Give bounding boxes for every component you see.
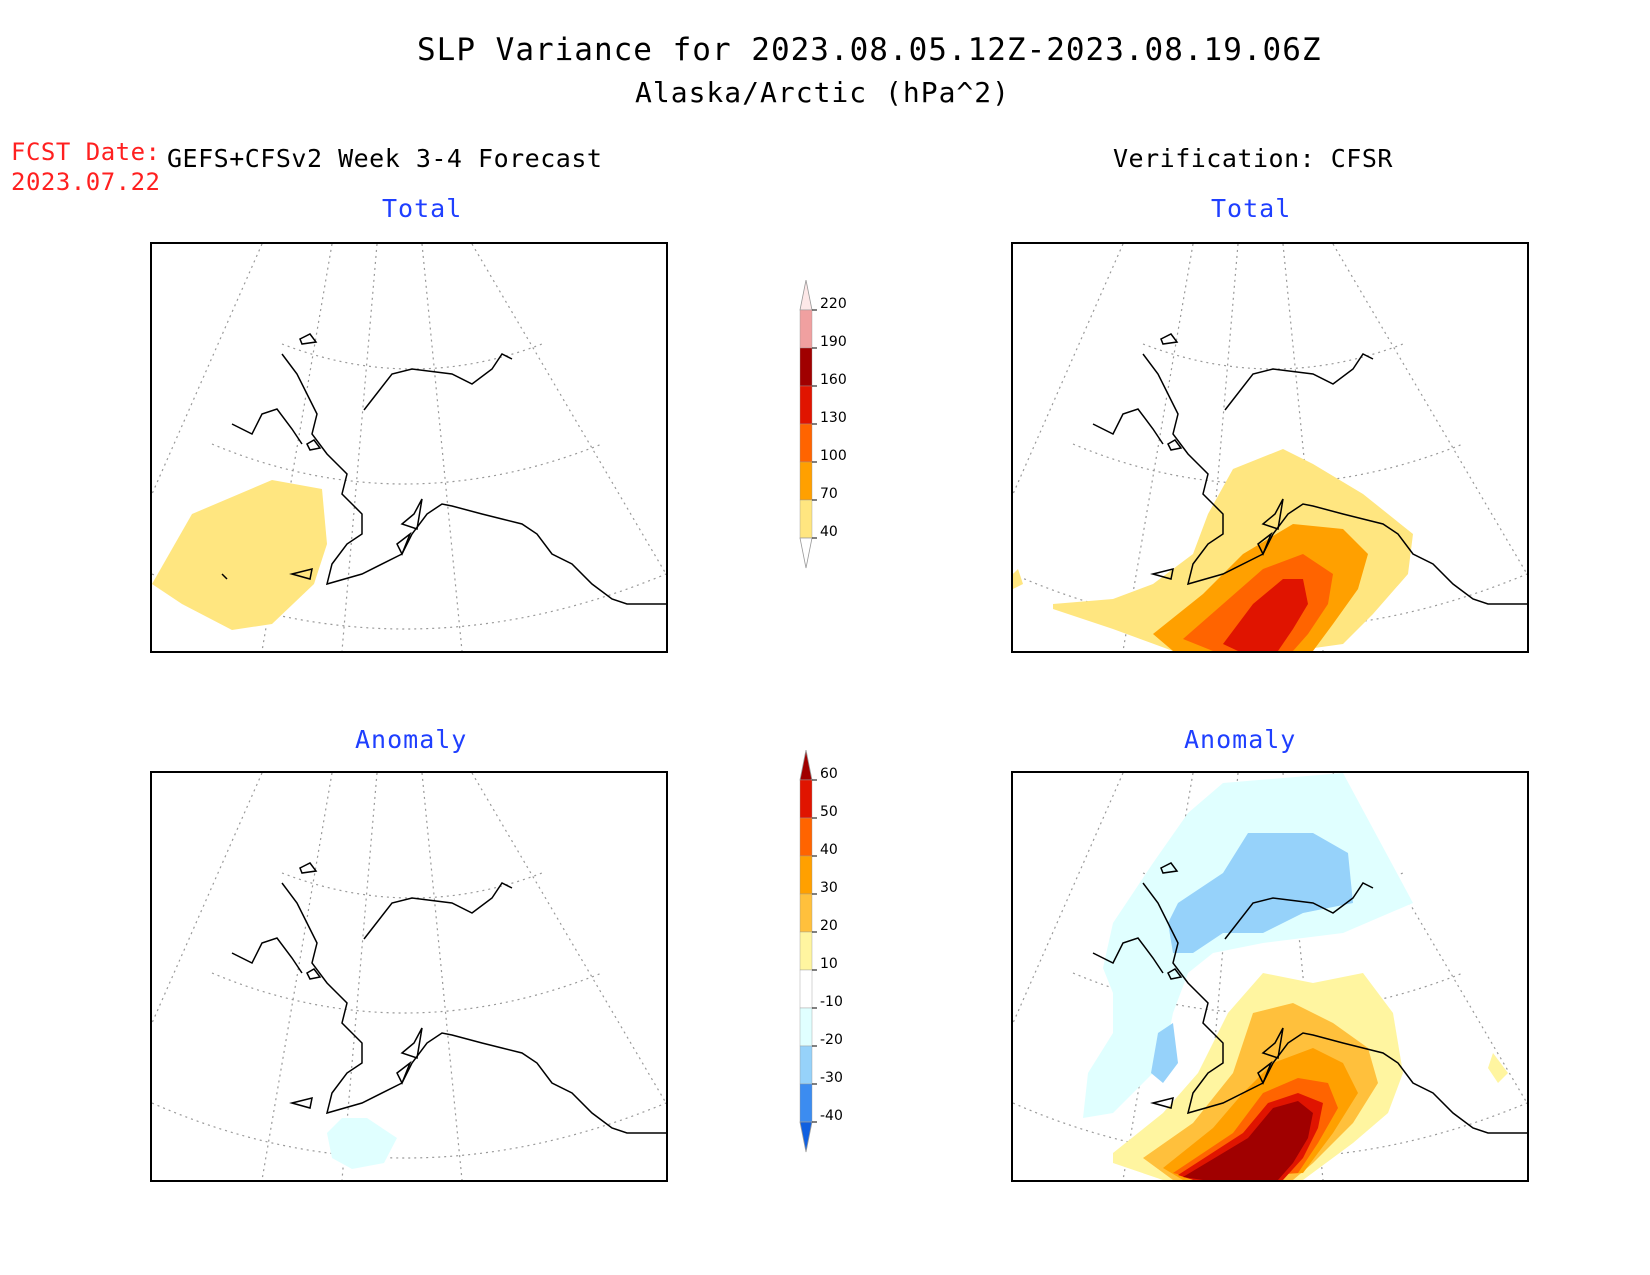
graticule xyxy=(152,773,666,1180)
colorbar-segment xyxy=(799,499,813,539)
coastline xyxy=(1092,862,1527,1134)
verification-variance-contours xyxy=(1013,449,1413,651)
colorbar-segment xyxy=(799,347,813,387)
total-colorbar: 40 70 100 130 160 190 220 xyxy=(799,280,847,569)
verification-anomaly-title: Anomaly xyxy=(1184,725,1297,754)
fcst-date-value: 2023.07.22 xyxy=(11,168,161,196)
colorbar-segment xyxy=(799,1045,813,1085)
colorbar-label: 60 xyxy=(820,766,838,782)
forecast-anomaly-contour xyxy=(327,1118,397,1169)
colorbar-segment xyxy=(799,893,813,933)
forecast-variance-contour xyxy=(152,480,327,630)
colorbar-segment xyxy=(799,309,813,349)
colorbar-label: 220 xyxy=(820,296,847,312)
colorbar-segment xyxy=(799,423,813,463)
verification-anomaly-map xyxy=(1011,771,1529,1182)
verification-total-map xyxy=(1011,242,1529,653)
colorbar-bottom-tip xyxy=(799,1121,813,1153)
colorbar-label: -10 xyxy=(820,994,843,1010)
colorbar-segment xyxy=(799,931,813,971)
colorbar-top-tip xyxy=(799,280,813,311)
colorbar-segment xyxy=(799,817,813,857)
colorbar-segment xyxy=(799,855,813,895)
forecast-heading: GEFS+CFSv2 Week 3-4 Forecast xyxy=(167,144,603,173)
forecast-total-title: Total xyxy=(382,194,463,223)
colorbar-segment xyxy=(799,969,813,1009)
colorbar-label: 190 xyxy=(820,334,847,350)
colorbar-label: 50 xyxy=(820,804,838,820)
forecast-total-map xyxy=(150,242,668,653)
forecast-anomaly-map xyxy=(150,771,668,1182)
colorbar-label: 20 xyxy=(820,918,838,934)
colorbar-label: 100 xyxy=(820,448,847,464)
colorbar-label: -30 xyxy=(820,1070,843,1086)
colorbar-bottom-tip xyxy=(799,537,813,569)
colorbar-segment xyxy=(799,1083,813,1123)
colorbar-label: 130 xyxy=(820,410,847,426)
colorbar-label: 160 xyxy=(820,372,847,388)
colorbar-label: -20 xyxy=(820,1032,843,1048)
colorbar-segment xyxy=(799,461,813,501)
chart-title: SLP Variance for 2023.08.05.12Z-2023.08.… xyxy=(417,32,1322,68)
colorbar-segment xyxy=(799,779,813,819)
coastline xyxy=(231,862,666,1134)
colorbar-segment xyxy=(799,1007,813,1047)
anomaly-colorbar: -40 -30 -20 -10 10 20 30 40 50 60 xyxy=(799,750,843,1153)
colorbar-label: -40 xyxy=(820,1108,843,1124)
colorbar-label: 10 xyxy=(820,956,838,972)
coastline xyxy=(1092,333,1527,605)
coastline xyxy=(221,333,666,605)
colorbar-segment xyxy=(799,385,813,425)
colorbar-label: 40 xyxy=(820,524,838,540)
colorbar-label: 70 xyxy=(820,486,838,502)
colorbar-top-tip xyxy=(799,750,813,781)
forecast-anomaly-title: Anomaly xyxy=(355,725,468,754)
fcst-date-label: FCST Date: xyxy=(11,138,161,166)
verification-total-title: Total xyxy=(1211,194,1292,223)
verification-anomaly-contours xyxy=(1083,773,1508,1180)
chart-subtitle: Alaska/Arctic (hPa^2) xyxy=(635,76,1011,109)
colorbar-label: 30 xyxy=(820,880,838,896)
verification-heading: Verification: CFSR xyxy=(1113,144,1393,173)
colorbar-label: 40 xyxy=(820,842,838,858)
